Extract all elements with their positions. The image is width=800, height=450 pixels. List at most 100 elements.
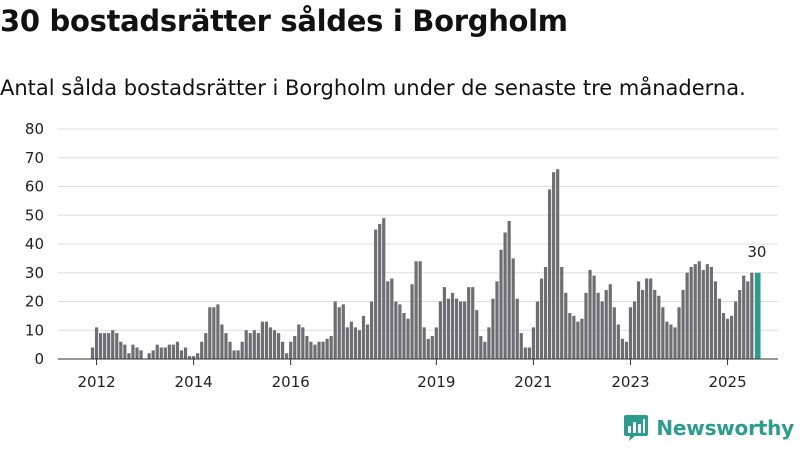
bar — [584, 292, 588, 359]
bar — [135, 347, 139, 359]
bar — [495, 281, 499, 359]
bar — [596, 292, 600, 359]
bar — [511, 258, 515, 359]
bar — [394, 301, 398, 359]
bar — [171, 344, 175, 359]
bar — [588, 269, 592, 359]
bar — [560, 267, 564, 359]
bar — [531, 327, 536, 359]
bar — [313, 344, 317, 359]
bar — [661, 307, 665, 359]
bar — [717, 298, 722, 359]
bar — [147, 353, 151, 359]
bar — [507, 221, 511, 359]
y-tick-label: 70 — [25, 149, 44, 167]
bar — [398, 304, 402, 359]
bar — [212, 307, 216, 359]
bar — [272, 330, 277, 359]
x-tick-label: 2012 — [77, 373, 115, 391]
y-tick-label: 30 — [25, 264, 44, 282]
bar — [382, 218, 386, 359]
bar — [390, 278, 394, 359]
y-tick-label: 10 — [25, 321, 44, 339]
bar — [406, 318, 410, 359]
bar — [285, 353, 289, 359]
bar — [418, 261, 422, 359]
bar — [115, 333, 119, 359]
bar — [746, 281, 750, 359]
bar — [90, 347, 95, 359]
bar — [179, 350, 184, 359]
bar — [333, 301, 337, 359]
bar — [192, 356, 196, 359]
brand-name: Newsworthy — [656, 416, 794, 440]
bar — [552, 172, 556, 359]
bar — [693, 264, 697, 359]
bar — [515, 298, 519, 359]
bar — [402, 313, 406, 359]
bar — [564, 292, 568, 359]
bar — [604, 290, 608, 359]
bar — [196, 353, 200, 359]
bar — [738, 290, 742, 359]
bar — [349, 321, 353, 359]
y-tick-label: 50 — [25, 206, 44, 224]
bar — [281, 341, 285, 359]
bar — [260, 321, 264, 359]
bar — [139, 350, 143, 359]
y-tick-label: 60 — [25, 178, 44, 196]
bar — [276, 333, 281, 359]
bar — [742, 275, 746, 359]
bar — [244, 330, 248, 359]
bar — [446, 298, 451, 359]
bar — [187, 356, 192, 359]
bar — [491, 298, 495, 359]
bar — [370, 301, 374, 359]
bar — [361, 315, 366, 359]
bar — [345, 327, 349, 359]
bar — [183, 347, 188, 359]
bar — [620, 338, 624, 359]
bar — [681, 290, 685, 359]
bar — [111, 330, 115, 359]
bar — [547, 189, 552, 359]
x-tick-label: 2025 — [708, 373, 746, 391]
bar — [754, 272, 761, 359]
bar — [159, 347, 163, 359]
bar — [628, 307, 633, 359]
bar — [98, 333, 103, 359]
bar — [539, 278, 544, 359]
bar — [297, 324, 301, 359]
bar — [641, 290, 645, 359]
data-label: 30 — [747, 243, 766, 261]
bar — [709, 267, 713, 359]
bar — [653, 290, 657, 359]
bar — [450, 292, 455, 359]
x-tick-label: 2023 — [611, 373, 649, 391]
bar — [705, 264, 709, 359]
bar — [155, 344, 159, 359]
bar — [337, 307, 341, 359]
bar — [689, 267, 693, 359]
bar — [750, 272, 754, 359]
bar — [535, 301, 540, 359]
bar — [487, 327, 491, 359]
bar — [475, 310, 479, 359]
bar — [572, 315, 576, 359]
bar — [325, 338, 329, 359]
bar — [228, 341, 232, 359]
bar — [256, 333, 260, 359]
bar — [730, 315, 734, 359]
bar — [483, 341, 487, 359]
bar — [317, 341, 321, 359]
bar — [734, 301, 738, 359]
bar — [426, 338, 430, 359]
bar — [673, 327, 677, 359]
bar — [543, 267, 548, 359]
bar — [519, 333, 523, 359]
bar — [422, 327, 426, 359]
x-tick-label: 2021 — [514, 373, 552, 391]
x-tick-label: 2016 — [272, 373, 310, 391]
bar — [309, 341, 313, 359]
